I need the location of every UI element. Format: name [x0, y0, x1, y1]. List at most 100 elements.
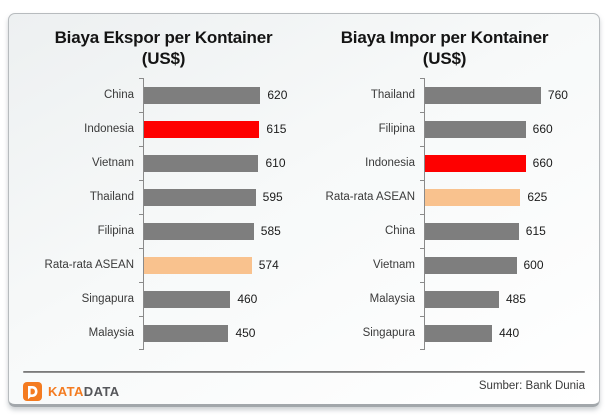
category-label: Vietnam [373, 259, 415, 272]
value-label: 615 [525, 224, 546, 239]
bar-malaysia [425, 290, 499, 308]
axis-tick [420, 180, 425, 182]
bar-vietnam [144, 154, 259, 172]
bar-rata-rata-asean [425, 188, 521, 206]
axis-tick [139, 146, 144, 148]
category-labels: China Indonesia Vietnam Thailand Filipina Rat… [23, 78, 143, 350]
bar-row: 595 [144, 180, 304, 214]
bar-china [425, 222, 519, 240]
bar-rata-rata-asean [144, 256, 252, 274]
value-label: 760 [547, 88, 568, 103]
chart-ekspor: Biaya Ekspor per Kontainer (US$) China In… [23, 26, 304, 351]
chart-impor: Biaya Impor per Kontainer (US$) Thailand… [304, 26, 585, 351]
bar-singapura [144, 290, 231, 308]
axis-tick [139, 248, 144, 250]
category-label: China [103, 89, 134, 102]
axis-tick [420, 316, 425, 318]
axis-tick [420, 248, 425, 250]
bar-indonesia [425, 154, 526, 172]
axis-tick [420, 112, 425, 114]
bar-thailand [144, 188, 256, 206]
value-label: 660 [532, 122, 553, 137]
chart-title-line1: Biaya Ekspor per Kontainer [54, 28, 273, 47]
katadata-logo-icon [23, 382, 42, 402]
category-label: China [384, 225, 415, 238]
bar-row: 610 [144, 146, 304, 180]
category-label: Filipina [97, 225, 134, 238]
chart-title-line2: (US$) [141, 48, 186, 68]
bar-row: 485 [425, 282, 585, 316]
axis-tick [139, 349, 144, 351]
axis-tick [139, 78, 144, 80]
category-labels: Thailand Filipina Indonesia Rata-rata ASEAN… [304, 78, 424, 350]
axis-tick [420, 214, 425, 216]
axis-tick [420, 349, 425, 351]
bar-row: 625 [425, 180, 585, 214]
chart-title: Biaya Ekspor per Kontainer (US$) [23, 28, 304, 69]
value-label: 625 [527, 190, 548, 205]
category-label: Rata-rata ASEAN [325, 191, 415, 204]
axis-tick [420, 282, 425, 284]
chart-body: China Indonesia Vietnam Thailand Filipina Rat… [23, 78, 304, 351]
bar-china [144, 86, 261, 104]
axis-tick [420, 78, 425, 80]
value-label: 595 [262, 190, 283, 205]
category-label: Indonesia [365, 157, 415, 170]
axis-tick [139, 316, 144, 318]
category-label: Rata-rata ASEAN [44, 259, 134, 272]
axis-tick [139, 180, 144, 182]
value-label: 450 [235, 326, 256, 341]
axis-tick [139, 282, 144, 284]
category-label: Malaysia [369, 293, 415, 306]
chart-body: Thailand Filipina Indonesia Rata-rata ASEAN… [304, 78, 585, 351]
bar-filipina [144, 222, 254, 240]
chart-title: Biaya Impor per Kontainer (US$) [304, 28, 585, 69]
value-label: 440 [499, 326, 520, 341]
charts-area: Biaya Ekspor per Kontainer (US$) China In… [23, 26, 585, 351]
bar-indonesia [144, 120, 260, 138]
footer: KATADATA Sumber: Bank Dunia [23, 371, 585, 402]
bar-row: 460 [144, 282, 304, 316]
value-label: 600 [523, 258, 544, 273]
bar-row: 615 [144, 112, 304, 146]
bar-row: 660 [425, 146, 585, 180]
axis-tick [139, 214, 144, 216]
axis-tick [420, 146, 425, 148]
bar-row: 585 [144, 214, 304, 248]
bar-singapura [425, 324, 493, 342]
bar-row: 760 [425, 78, 585, 112]
plot-area: 760 660 660 625 615 600 485 440 [420, 78, 585, 351]
bar-row: 620 [144, 78, 304, 112]
bar-malaysia [144, 324, 229, 342]
value-label: 460 [237, 292, 258, 307]
bar-thailand [425, 86, 541, 104]
category-label: Thailand [89, 191, 134, 204]
infographic-card: Biaya Ekspor per Kontainer (US$) China In… [8, 13, 600, 407]
value-label: 620 [267, 88, 288, 103]
category-label: Singapura [81, 293, 134, 306]
bar-filipina [425, 120, 526, 138]
bar-vietnam [425, 256, 517, 274]
value-label: 574 [258, 258, 279, 273]
chart-title-line1: Biaya Impor per Kontainer [340, 28, 549, 47]
source-note: Sumber: Bank Dunia [478, 380, 585, 393]
category-label: Malaysia [88, 327, 134, 340]
bar-row: 660 [425, 112, 585, 146]
katadata-wordmark: KATADATA [48, 384, 120, 399]
value-label: 610 [265, 156, 286, 171]
value-label: 615 [266, 122, 287, 137]
category-label: Indonesia [84, 123, 134, 136]
brand-text-kata: KATA [48, 384, 84, 400]
category-label: Singapura [362, 327, 415, 340]
bar-row: 440 [425, 316, 585, 350]
category-label: Filipina [378, 123, 415, 136]
value-label: 485 [505, 292, 526, 307]
brand-text-data: DATA [83, 384, 120, 400]
bar-row: 600 [425, 248, 585, 282]
bar-row: 450 [144, 316, 304, 350]
chart-title-line2: (US$) [422, 48, 467, 68]
value-label: 585 [260, 224, 281, 239]
category-label: Thailand [370, 89, 415, 102]
plot-area: 620 615 610 595 585 574 460 450 [139, 78, 304, 351]
axis-tick [139, 112, 144, 114]
